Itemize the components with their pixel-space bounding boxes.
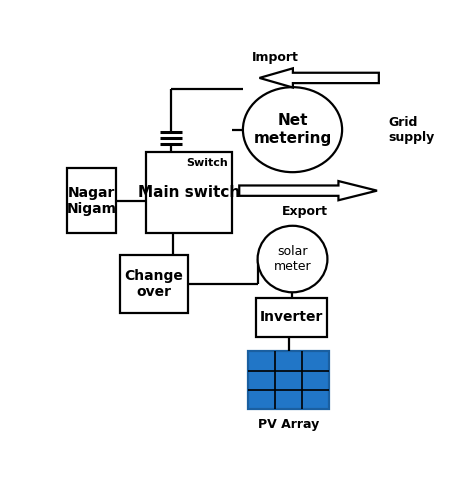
Bar [146, 152, 232, 233]
Text: Grid
supply: Grid supply [388, 116, 434, 144]
Polygon shape [259, 68, 379, 87]
Text: Import: Import [252, 51, 299, 64]
Text: Net
metering: Net metering [254, 113, 332, 146]
Text: Switch: Switch [186, 158, 228, 168]
Ellipse shape [243, 87, 342, 172]
Text: Change
over: Change over [124, 269, 183, 299]
Text: solar
meter: solar meter [273, 245, 311, 273]
Bar [66, 168, 116, 233]
Text: Inverter: Inverter [260, 310, 323, 324]
Text: Nagar
Nigam: Nagar Nigam [66, 186, 117, 216]
Bar [120, 255, 188, 312]
Bar [248, 351, 329, 409]
Text: PV Array: PV Array [258, 418, 319, 431]
Bar [256, 298, 328, 336]
Text: Main switch: Main switch [137, 185, 240, 200]
Ellipse shape [257, 226, 328, 292]
Polygon shape [239, 181, 377, 200]
Text: Export: Export [282, 204, 328, 218]
